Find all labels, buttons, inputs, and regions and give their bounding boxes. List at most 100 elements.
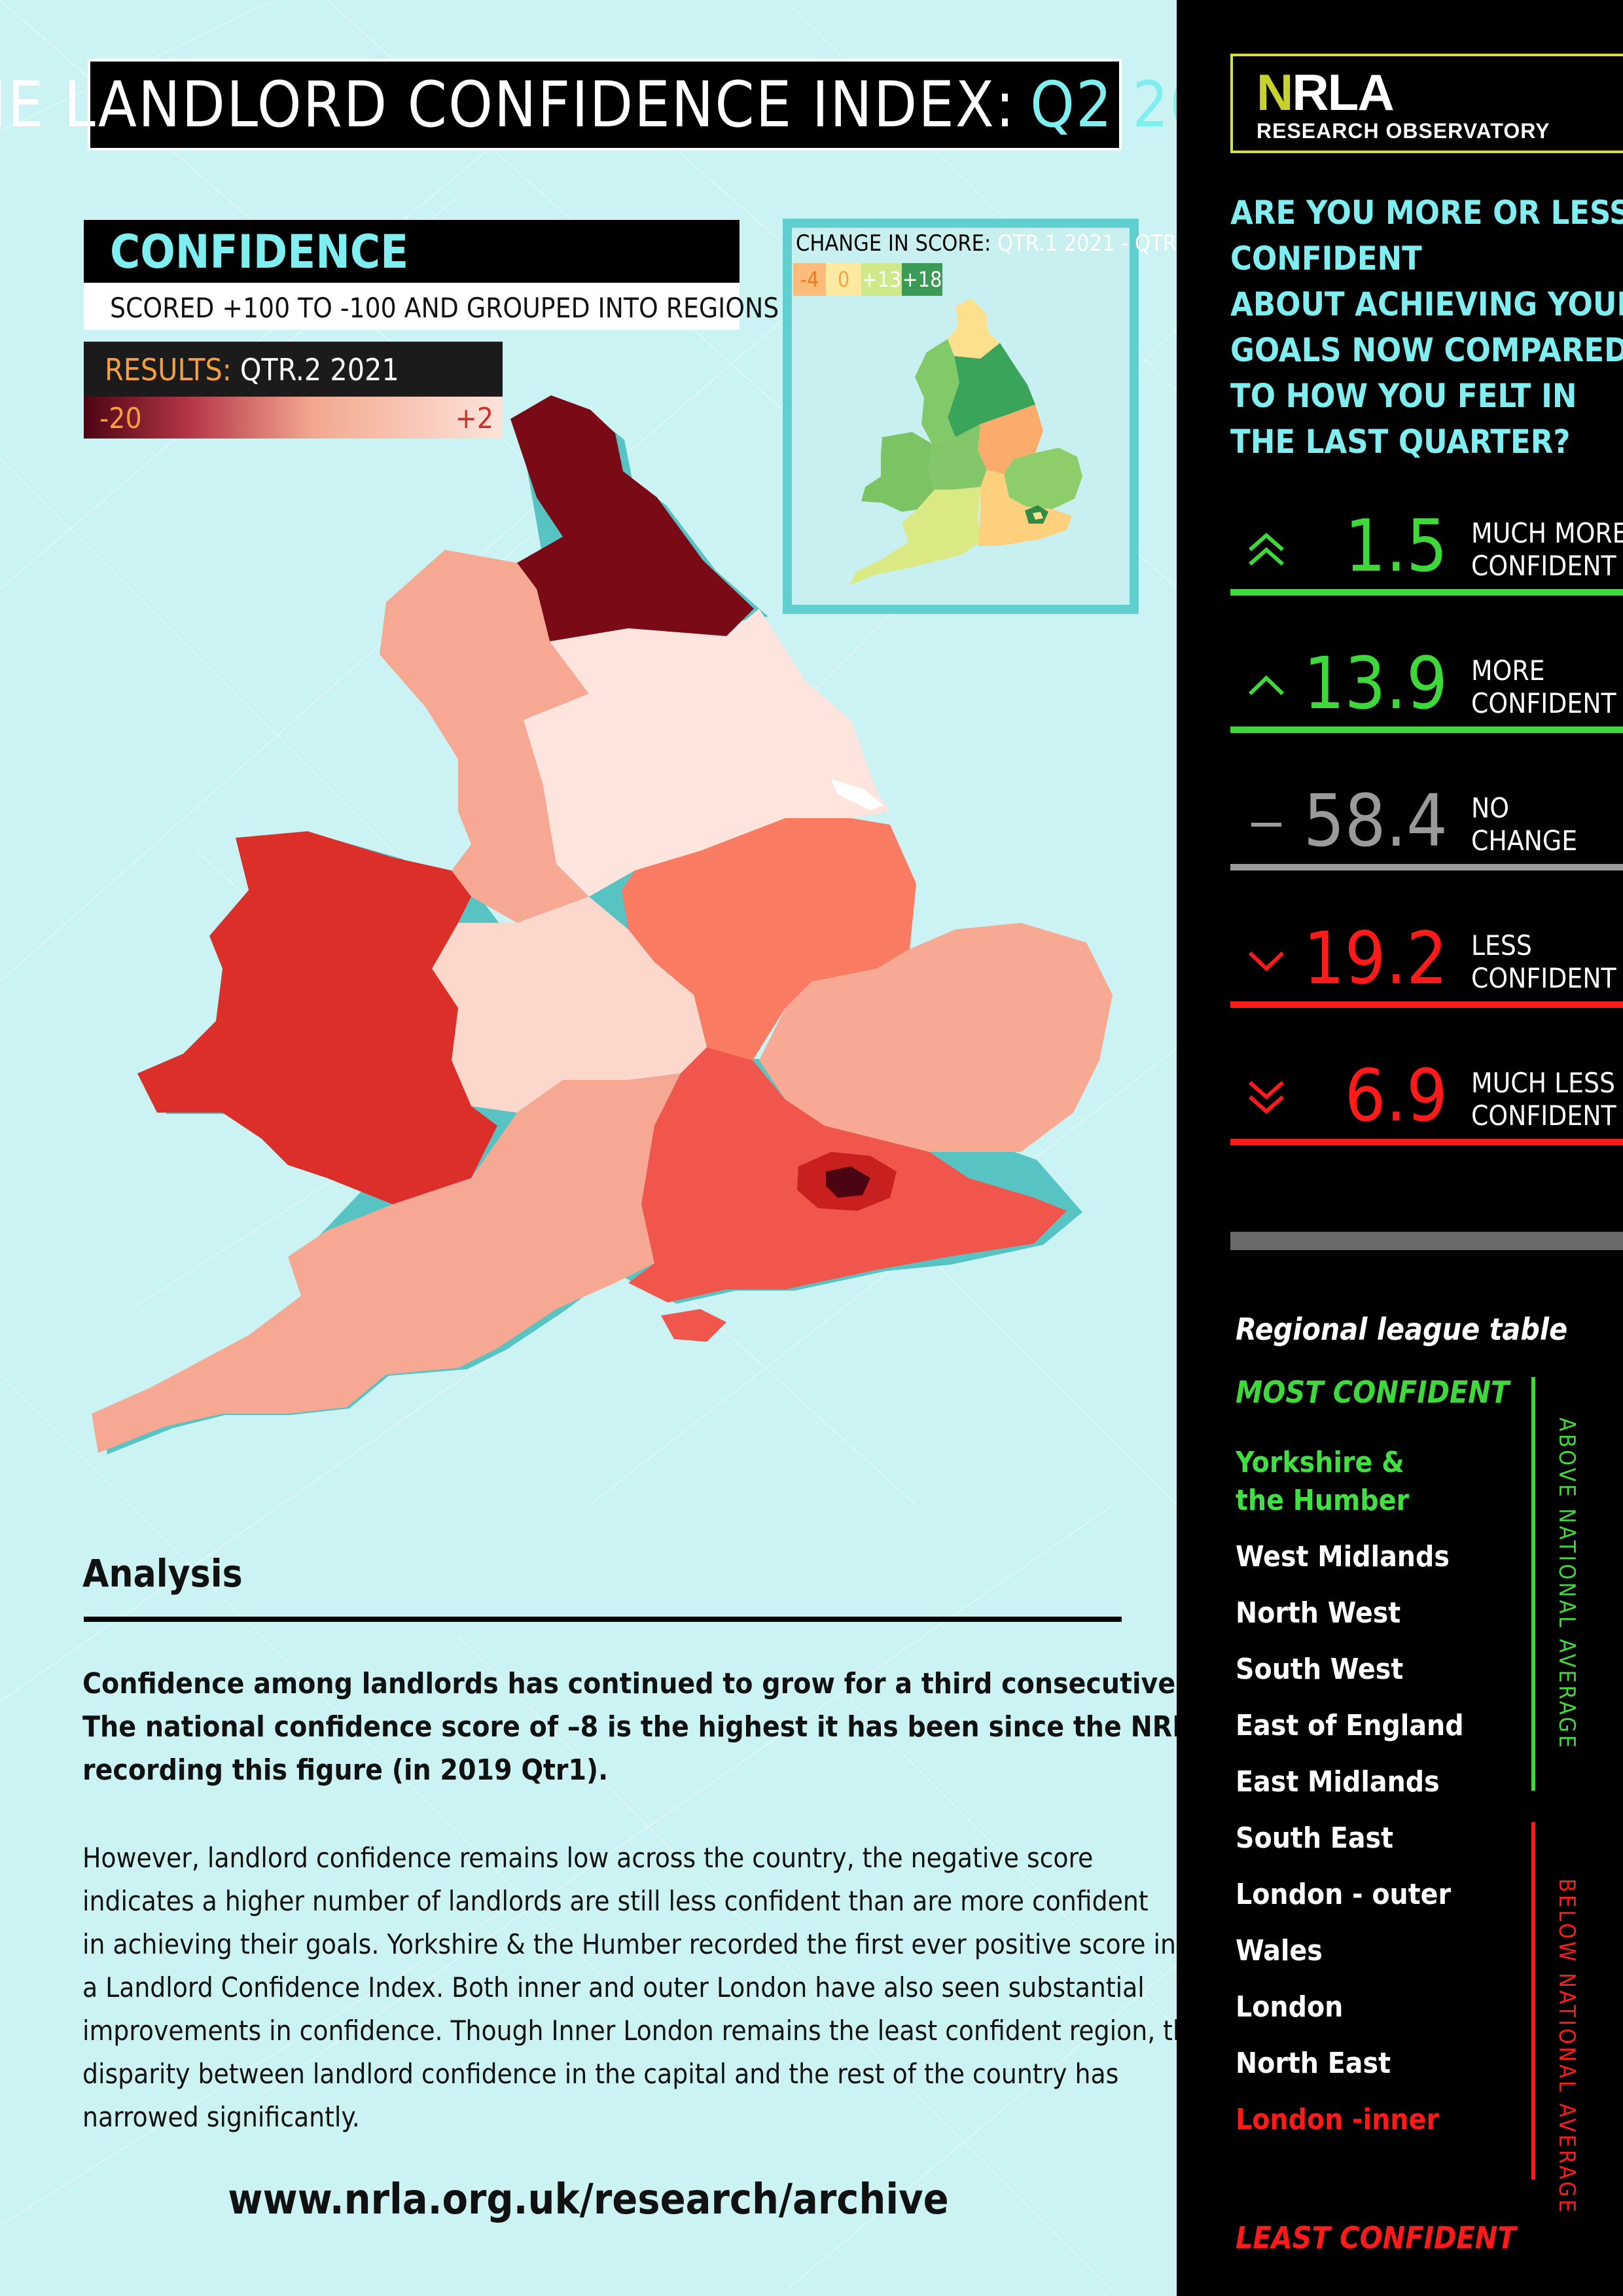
stat-row: 19.2 LESS CONFIDENT bbox=[1230, 910, 1623, 1008]
inset-map bbox=[849, 298, 1082, 585]
inset-scale-step: 0 bbox=[826, 263, 861, 296]
inset-region-south-west bbox=[849, 487, 980, 585]
double-chevron-down-icon bbox=[1249, 1081, 1284, 1114]
league-item: London bbox=[1236, 1990, 1344, 2024]
stat-row: 1.5 MUCH MORE CONFIDENT bbox=[1230, 497, 1623, 596]
results-legend-header: RESULTS: QTR.2 2021 bbox=[84, 342, 503, 397]
inset-region-wales bbox=[861, 432, 935, 512]
stat-value: 6.9 bbox=[1344, 1054, 1448, 1138]
question-line: ABOUT ACHIEVING YOUR bbox=[1230, 285, 1623, 323]
research-archive-link[interactable]: www.nrla.org.uk/research/archive bbox=[228, 2176, 949, 2224]
least-confident-label: LEAST CONFIDENT bbox=[1236, 2220, 1516, 2255]
inset-scale-step: +13 bbox=[861, 263, 902, 296]
stat-row: 13.9 MORE CONFIDENT bbox=[1230, 635, 1623, 733]
inset-region-north-east bbox=[948, 298, 1000, 359]
below-average-bar bbox=[1531, 1822, 1535, 2179]
inset-region-west-midlands bbox=[928, 424, 987, 490]
region-isle-of-wight bbox=[661, 1309, 726, 1342]
analysis-p2-line: indicates a higher number of landlords a… bbox=[82, 1885, 1149, 1917]
question-line: CONFIDENT bbox=[1230, 240, 1422, 278]
sidebar-separator bbox=[1230, 1232, 1623, 1250]
analysis-p2-line: improvements in confidence. Though Inner… bbox=[82, 2015, 1204, 2047]
league-item-first: Yorkshire & the Humber bbox=[1236, 1444, 1537, 1520]
league-item: North West bbox=[1236, 1596, 1401, 1630]
inset-scale-step: +18 bbox=[902, 263, 942, 296]
region-london-inner bbox=[826, 1166, 870, 1198]
inset-region-east-of-england bbox=[1004, 448, 1082, 509]
region-south-west bbox=[92, 1073, 681, 1453]
above-average-label: ABOVE NATIONAL AVERAGE bbox=[1554, 1417, 1580, 1751]
analysis-p1-line: Confidence among landlords has continued… bbox=[82, 1667, 1300, 1700]
question-line: TO HOW YOU FELT IN bbox=[1230, 377, 1577, 415]
england-wales-map bbox=[92, 395, 1113, 1454]
scale-min-label: -20 bbox=[99, 402, 142, 435]
nrla-logo: NRLA RESEARCH OBSERVATORY bbox=[1230, 54, 1623, 153]
inset-scale: -4 0 +13 +18 bbox=[793, 263, 942, 296]
logo-n: N bbox=[1257, 63, 1293, 121]
league-table: Yorkshire & the Humber West Midlands Nort… bbox=[1236, 1444, 1537, 2139]
stat-label-line1: MUCH LESS bbox=[1471, 1067, 1615, 1099]
below-average-label: BELOW NATIONAL AVERAGE bbox=[1554, 1878, 1580, 2215]
double-chevron-up-icon bbox=[1249, 533, 1284, 566]
scale-max-label: +2 bbox=[455, 402, 493, 435]
region-north-east bbox=[510, 395, 754, 641]
league-item: London - outer bbox=[1236, 1878, 1452, 1911]
region-wales bbox=[137, 831, 497, 1204]
humber-estuary bbox=[831, 779, 883, 810]
analysis-p2-line: disparity between landlord confidence in… bbox=[82, 2058, 1119, 2090]
chevron-down-icon bbox=[1248, 951, 1285, 972]
results-color-scale: -20 +2 bbox=[84, 397, 503, 439]
stat-rule bbox=[1230, 1001, 1623, 1008]
question-line: THE LAST QUARTER? bbox=[1230, 423, 1571, 461]
stat-label-line2: CONFIDENT bbox=[1471, 1100, 1616, 1132]
confidence-heading: CONFIDENCE bbox=[110, 225, 409, 279]
above-average-bar bbox=[1531, 1377, 1535, 1791]
change-in-score-inset: CHANGE IN SCORE: QTR.1 2021 - QTR.2 2021… bbox=[783, 219, 1252, 614]
stat-rule bbox=[1230, 864, 1623, 870]
stat-row: 6.9 MUCH LESS CONFIDENT bbox=[1230, 1047, 1623, 1145]
stat-value: 13.9 bbox=[1303, 641, 1448, 725]
stat-value: 58.4 bbox=[1303, 779, 1448, 863]
stat-rule bbox=[1230, 1139, 1623, 1145]
stat-rule bbox=[1230, 589, 1623, 596]
league-item-first-line2: the Humber bbox=[1236, 1484, 1410, 1517]
inset-region-london-inner bbox=[1033, 512, 1043, 520]
region-yorkshire-humber bbox=[524, 609, 890, 897]
league-item-last: London -inner bbox=[1236, 2103, 1439, 2136]
stat-label-line1: LESS bbox=[1471, 929, 1532, 961]
region-west-midlands bbox=[432, 897, 707, 1113]
stat-value: 1.5 bbox=[1344, 504, 1448, 588]
league-item-first-line1: Yorkshire & bbox=[1236, 1446, 1404, 1479]
league-item: South West bbox=[1236, 1653, 1404, 1686]
region-north-west bbox=[380, 550, 589, 923]
results-label: RESULTS: QTR.2 2021 bbox=[105, 352, 399, 387]
stat-label: LESS CONFIDENT bbox=[1471, 929, 1616, 995]
inset-region-south-east bbox=[978, 470, 1072, 546]
analysis-p2-line: in achieving their goals. Yorkshire & th… bbox=[82, 1928, 1176, 1960]
league-item: Wales bbox=[1236, 1934, 1323, 1967]
region-east-of-england bbox=[759, 923, 1113, 1152]
analysis-paragraph-2: However, landlord confidence remains low… bbox=[82, 1837, 1204, 2139]
league-item: East of England bbox=[1236, 1709, 1464, 1742]
inset-title-a: CHANGE IN SCORE: bbox=[796, 230, 991, 257]
league-item: West Midlands bbox=[1236, 1540, 1450, 1573]
inset-region-yorkshire-humber bbox=[948, 343, 1035, 437]
analysis-p2-line: However, landlord confidence remains low… bbox=[82, 1842, 1094, 1874]
stat-rule bbox=[1230, 726, 1623, 733]
analysis-paragraph-1: Confidence among landlords has continued… bbox=[82, 1662, 1308, 1792]
stat-label-line1: NO bbox=[1471, 792, 1509, 824]
question-line: ARE YOU MORE OR LESS bbox=[1230, 194, 1623, 232]
stat-label: MORE CONFIDENT bbox=[1471, 655, 1616, 720]
question-line: GOALS NOW COMPARED bbox=[1230, 331, 1623, 369]
results-label-text: RESULTS: bbox=[105, 352, 232, 387]
stat-label-line2: CONFIDENT bbox=[1471, 962, 1616, 994]
league-table-title: Regional league table bbox=[1236, 1312, 1568, 1347]
most-confident-label: MOST CONFIDENT bbox=[1236, 1374, 1510, 1410]
analysis-p2-line: narrowed significantly. bbox=[82, 2101, 360, 2133]
logo-rest: RLA bbox=[1292, 63, 1394, 121]
analysis-p2-line: a Landlord Confidence Index. Both inner … bbox=[82, 1971, 1145, 2003]
stat-label: MUCH LESS CONFIDENT bbox=[1471, 1067, 1616, 1132]
analysis-rule bbox=[84, 1617, 1122, 1622]
inset-region-east-midlands bbox=[978, 404, 1043, 474]
